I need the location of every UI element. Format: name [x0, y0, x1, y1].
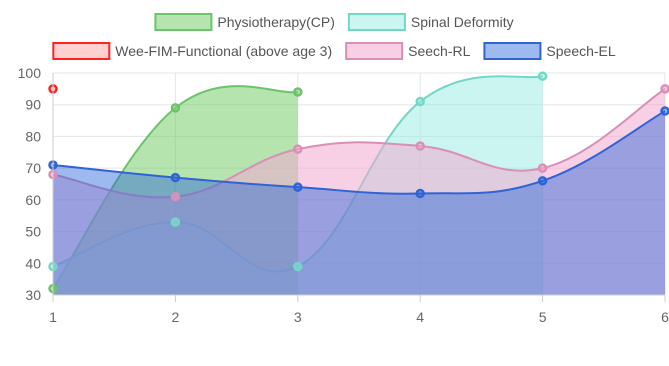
legend-item[interactable]: Seech-RL: [345, 42, 471, 60]
legend-label: Speech-EL: [546, 43, 615, 59]
data-point[interactable]: [660, 106, 669, 116]
x-tick-label: 2: [172, 309, 180, 325]
legend-item[interactable]: Physiotherapy(CP): [154, 13, 335, 31]
legend[interactable]: Physiotherapy(CP) Spinal Deformity Wee-FIM…: [52, 13, 616, 60]
data-point[interactable]: [293, 87, 303, 97]
legend-label: Physiotherapy(CP): [217, 14, 335, 30]
y-tick-label: 60: [25, 192, 41, 208]
legend-swatch: [347, 13, 406, 31]
data-point[interactable]: [415, 96, 425, 107]
x-tick-label: 3: [294, 309, 302, 325]
x-tick-label: 1: [49, 309, 57, 325]
axes: 30 40 50 60 70 80 90 100 1 2 3 4 5 6: [18, 65, 669, 325]
legend-swatch: [483, 42, 542, 60]
data-point[interactable]: [537, 176, 548, 186]
data-point[interactable]: [293, 144, 303, 154]
data-point[interactable]: [660, 84, 669, 94]
data-point[interactable]: [415, 141, 425, 151]
y-tick-label: 40: [25, 255, 41, 271]
data-point[interactable]: [170, 103, 181, 113]
legend-swatch: [345, 42, 404, 60]
series-areas: [52, 75, 666, 296]
data-point[interactable]: [415, 188, 425, 199]
legend-label: Wee-FIM-Functional (above age 3): [115, 43, 332, 59]
y-tick-label: 100: [18, 65, 42, 81]
x-tick-label: 4: [416, 309, 424, 325]
y-tick-label: 50: [25, 224, 41, 240]
y-tick-label: 90: [25, 97, 41, 113]
data-point[interactable]: [293, 182, 303, 192]
x-tick-label: 6: [661, 309, 669, 325]
x-tick-label: 5: [539, 309, 547, 325]
y-tick-label: 70: [25, 160, 41, 176]
legend-item[interactable]: Speech-EL: [483, 42, 616, 60]
data-point[interactable]: [170, 172, 181, 183]
series-area: [53, 111, 665, 295]
legend-item[interactable]: Wee-FIM-Functional (above age 3): [52, 42, 332, 60]
legend-item[interactable]: Spinal Deformity: [347, 13, 514, 31]
legend-label: Seech-RL: [408, 43, 470, 59]
data-point[interactable]: [293, 261, 303, 272]
series-line: [52, 88, 666, 199]
legend-swatch: [154, 13, 213, 31]
legend-swatch: [52, 42, 111, 60]
y-tick-label: 80: [25, 128, 41, 144]
y-tick-label: 30: [25, 287, 41, 303]
data-point[interactable]: [170, 191, 181, 202]
legend-label: Spinal Deformity: [411, 14, 514, 30]
data-point[interactable]: [170, 217, 181, 227]
series-line: [52, 110, 666, 195]
data-point[interactable]: [537, 163, 548, 173]
data-point[interactable]: [537, 71, 548, 81]
